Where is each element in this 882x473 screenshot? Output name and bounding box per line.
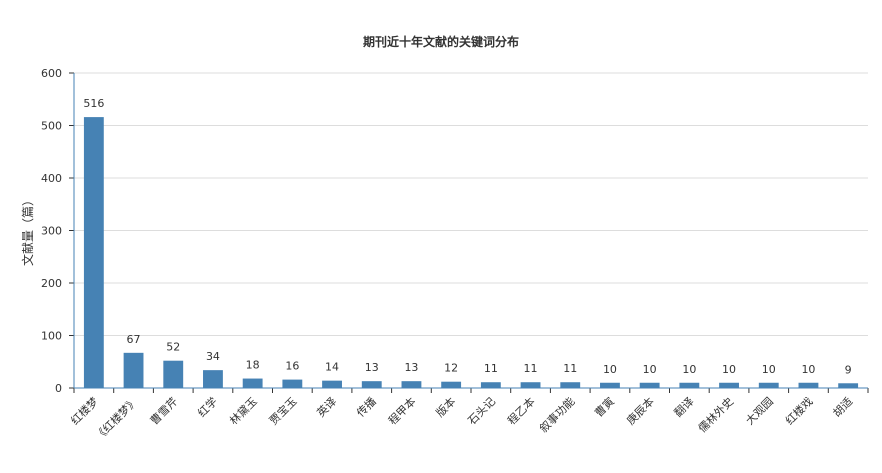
bar[interactable] xyxy=(758,382,779,388)
x-tick-label: 翻译 xyxy=(671,394,696,419)
data-labels: 516 67 52 34 18 16 14 13 13 12 11 11 11 10 10 10 10 10 10 9 xyxy=(83,97,851,376)
x-tick-label: 石头记 xyxy=(465,395,498,428)
x-tick-label: 《红楼梦》 xyxy=(92,394,141,443)
data-label: 9 xyxy=(845,363,852,376)
y-tick-label: 200 xyxy=(41,277,62,290)
data-label: 34 xyxy=(206,350,220,363)
x-tick-label: 版本 xyxy=(433,394,458,419)
x-tick-label: 英译 xyxy=(314,394,339,419)
bar[interactable] xyxy=(361,381,382,388)
y-tick-label: 100 xyxy=(41,330,62,343)
y-axis-ticks: 0 100 200 300 400 500 600 xyxy=(41,67,74,395)
x-tick-label: 庚辰本 xyxy=(624,394,657,427)
y-tick-label: 500 xyxy=(41,120,62,133)
data-label: 516 xyxy=(83,97,104,110)
data-label: 13 xyxy=(404,361,418,374)
data-label: 18 xyxy=(246,359,260,372)
x-tick-label: 儒林外史 xyxy=(695,394,736,435)
x-axis-ticks: 红楼梦《红楼梦》 曹雪芹 红学 林黛玉 贾宝玉 英译 传播 程甲本 版本 石头记 程乙本 叙事功能 曹寅… xyxy=(68,388,869,443)
data-label: 11 xyxy=(563,362,577,375)
bar[interactable] xyxy=(520,382,541,388)
x-tick-label: 叙事功能 xyxy=(536,394,577,435)
y-tick-label: 0 xyxy=(55,382,62,395)
data-label: 10 xyxy=(682,363,696,376)
data-label: 10 xyxy=(643,363,657,376)
bar[interactable] xyxy=(163,360,184,388)
x-tick-label: 林黛玉 xyxy=(227,394,260,427)
x-tick-label: 红楼梦 xyxy=(68,394,101,427)
x-tick-label: 曹雪芹 xyxy=(148,395,181,428)
gridlines xyxy=(74,72,868,336)
bar[interactable] xyxy=(83,117,104,388)
chart-title: 期刊近十年文献的关键词分布 xyxy=(363,34,519,49)
bar[interactable] xyxy=(242,378,263,388)
bar[interactable] xyxy=(480,382,501,388)
data-label: 10 xyxy=(762,363,776,376)
data-label: 10 xyxy=(722,363,736,376)
x-tick-label: 红学 xyxy=(195,394,220,419)
bars xyxy=(83,117,859,388)
bar[interactable] xyxy=(719,382,739,388)
bar[interactable] xyxy=(123,352,144,388)
bar[interactable] xyxy=(401,381,422,388)
bar[interactable] xyxy=(441,381,462,388)
data-label: 11 xyxy=(484,362,498,375)
x-tick-label: 传播 xyxy=(353,394,378,419)
x-tick-label: 曹寅 xyxy=(592,394,617,419)
x-tick-label: 胡适 xyxy=(830,394,855,419)
x-tick-label: 贾宝玉 xyxy=(266,394,299,427)
y-tick-label: 300 xyxy=(41,225,62,238)
data-label: 10 xyxy=(603,363,617,376)
bar[interactable] xyxy=(639,382,660,388)
bar[interactable] xyxy=(203,370,223,388)
data-label: 16 xyxy=(285,360,299,373)
bar[interactable] xyxy=(560,382,581,388)
x-tick-label: 红楼戏 xyxy=(782,394,815,427)
data-label: 12 xyxy=(444,362,458,375)
x-tick-label: 程乙本 xyxy=(504,394,537,427)
x-tick-label: 大观园 xyxy=(743,394,776,427)
bar[interactable] xyxy=(600,382,620,388)
data-label: 52 xyxy=(166,341,180,354)
bar[interactable] xyxy=(679,382,700,388)
data-label: 13 xyxy=(365,361,379,374)
x-tick-label: 程甲本 xyxy=(385,394,418,427)
y-axis-label: 文献量（篇） xyxy=(20,194,35,266)
bar[interactable] xyxy=(798,382,819,388)
data-label: 14 xyxy=(325,361,339,374)
bar[interactable] xyxy=(322,380,342,388)
y-tick-label: 600 xyxy=(41,67,62,80)
bar[interactable] xyxy=(838,383,859,388)
bar[interactable] xyxy=(282,379,303,388)
data-label: 10 xyxy=(801,363,815,376)
data-label: 11 xyxy=(524,362,538,375)
y-tick-label: 400 xyxy=(41,172,62,185)
data-label: 67 xyxy=(127,333,141,346)
